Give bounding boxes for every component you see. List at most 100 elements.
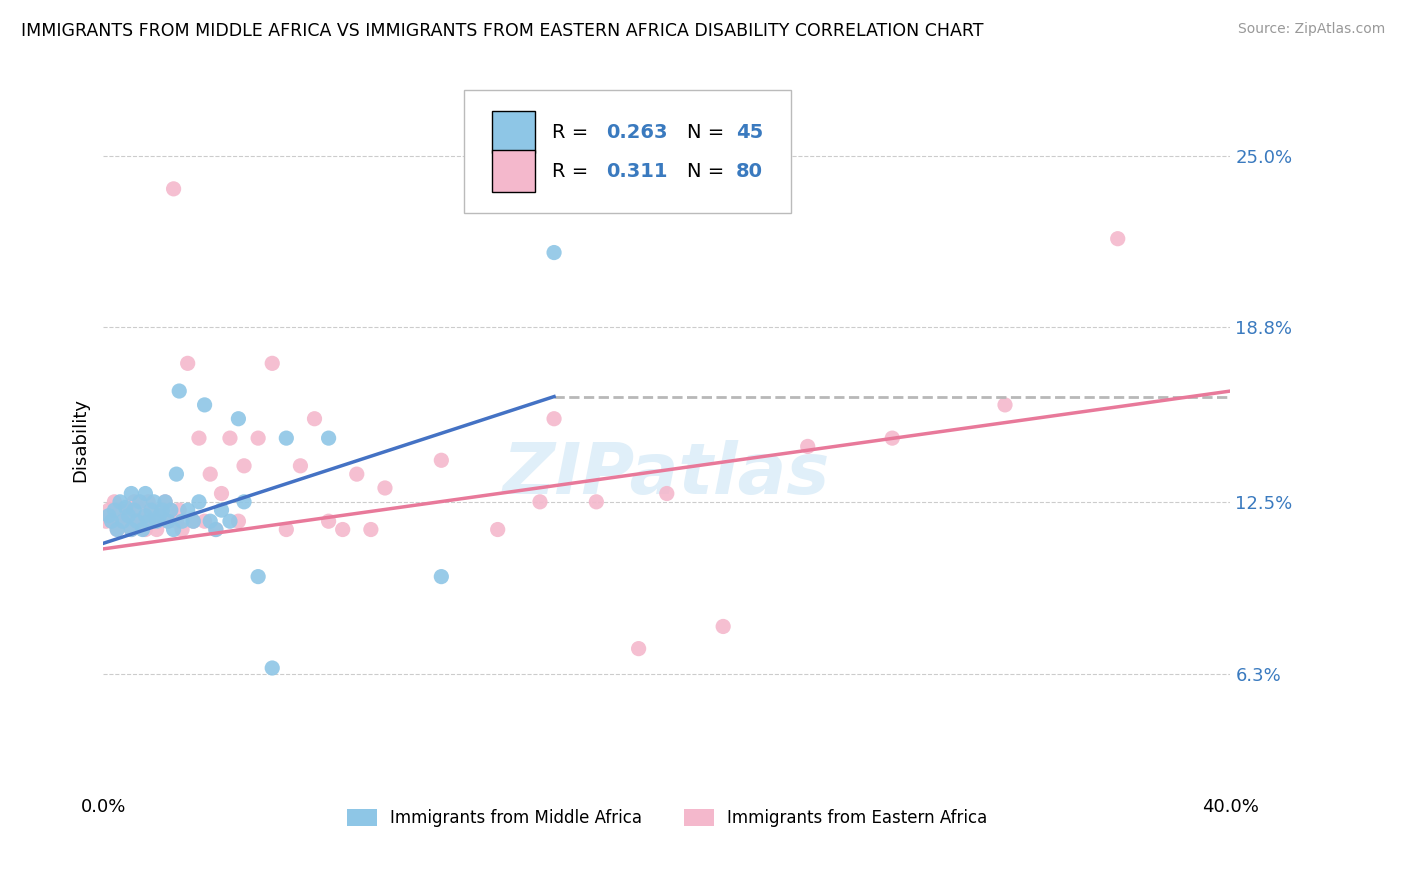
Point xyxy=(142,495,165,509)
Point xyxy=(170,514,193,528)
Point xyxy=(125,514,148,528)
Point xyxy=(150,503,173,517)
Point xyxy=(360,523,382,537)
Point xyxy=(114,508,136,523)
Point xyxy=(276,523,298,537)
Point xyxy=(117,503,139,517)
FancyBboxPatch shape xyxy=(492,112,534,153)
Point xyxy=(134,523,156,537)
Point xyxy=(796,439,818,453)
Point xyxy=(97,503,120,517)
Point xyxy=(167,384,190,398)
Text: 0.263: 0.263 xyxy=(606,123,668,142)
Point xyxy=(262,661,284,675)
Point xyxy=(103,503,125,517)
Point xyxy=(332,523,354,537)
Point xyxy=(100,514,122,528)
Point xyxy=(120,523,142,537)
Point xyxy=(318,514,340,528)
Point xyxy=(211,503,233,517)
Point xyxy=(159,503,181,517)
Point xyxy=(134,508,156,523)
Point xyxy=(114,500,136,515)
Point xyxy=(165,467,187,482)
Point xyxy=(111,514,134,528)
Point xyxy=(529,495,551,509)
Point xyxy=(148,508,170,523)
Point xyxy=(290,458,312,473)
Legend: Immigrants from Middle Africa, Immigrants from Eastern Africa: Immigrants from Middle Africa, Immigrant… xyxy=(340,802,994,834)
Point xyxy=(122,495,145,509)
Point xyxy=(262,356,284,370)
Point xyxy=(134,486,156,500)
Point xyxy=(120,486,142,500)
Point xyxy=(131,523,153,537)
Point xyxy=(194,514,217,528)
Point xyxy=(103,495,125,509)
Point xyxy=(181,514,204,528)
Point xyxy=(176,503,198,517)
Text: R =: R = xyxy=(551,161,595,180)
Text: IMMIGRANTS FROM MIDDLE AFRICA VS IMMIGRANTS FROM EASTERN AFRICA DISABILITY CORRE: IMMIGRANTS FROM MIDDLE AFRICA VS IMMIGRA… xyxy=(21,22,984,40)
Point xyxy=(194,398,217,412)
Point xyxy=(200,514,222,528)
Point xyxy=(176,356,198,370)
Point xyxy=(188,495,211,509)
Text: N =: N = xyxy=(688,123,731,142)
Point xyxy=(128,495,150,509)
Point xyxy=(374,481,396,495)
Point xyxy=(219,514,242,528)
Point xyxy=(276,431,298,445)
Point xyxy=(153,495,176,509)
Point xyxy=(247,431,270,445)
Point xyxy=(994,398,1017,412)
Text: 0.311: 0.311 xyxy=(606,161,668,180)
Point xyxy=(711,619,734,633)
Point xyxy=(318,431,340,445)
Point xyxy=(585,495,607,509)
Text: 80: 80 xyxy=(735,161,762,180)
Point xyxy=(233,458,256,473)
Point xyxy=(167,503,190,517)
Point xyxy=(170,523,193,537)
Point xyxy=(430,569,453,583)
Point xyxy=(228,411,250,425)
Point xyxy=(136,514,159,528)
Point xyxy=(122,503,145,517)
Text: Source: ZipAtlas.com: Source: ZipAtlas.com xyxy=(1237,22,1385,37)
Point xyxy=(430,453,453,467)
Point xyxy=(304,411,326,425)
Point xyxy=(159,503,181,517)
Point xyxy=(136,495,159,509)
Point xyxy=(181,514,204,528)
Point xyxy=(655,486,678,500)
Point xyxy=(188,431,211,445)
Point xyxy=(543,411,565,425)
FancyBboxPatch shape xyxy=(464,90,790,213)
Point xyxy=(111,514,134,528)
Point xyxy=(105,523,128,537)
Point xyxy=(108,503,131,517)
Point xyxy=(486,523,509,537)
Point xyxy=(156,514,179,528)
Point xyxy=(627,641,650,656)
Point xyxy=(233,495,256,509)
Point xyxy=(219,431,242,445)
Point xyxy=(145,514,167,528)
Point xyxy=(94,514,117,528)
Y-axis label: Disability: Disability xyxy=(72,398,89,482)
Point xyxy=(128,503,150,517)
Text: 45: 45 xyxy=(735,123,763,142)
Point xyxy=(346,467,368,482)
Point xyxy=(153,495,176,509)
Point xyxy=(148,508,170,523)
FancyBboxPatch shape xyxy=(492,150,534,193)
Point xyxy=(100,514,122,528)
Point xyxy=(247,569,270,583)
Point xyxy=(139,514,162,528)
Point xyxy=(125,514,148,528)
Point xyxy=(156,514,179,528)
Point xyxy=(142,503,165,517)
Point xyxy=(117,508,139,523)
Point xyxy=(205,523,228,537)
